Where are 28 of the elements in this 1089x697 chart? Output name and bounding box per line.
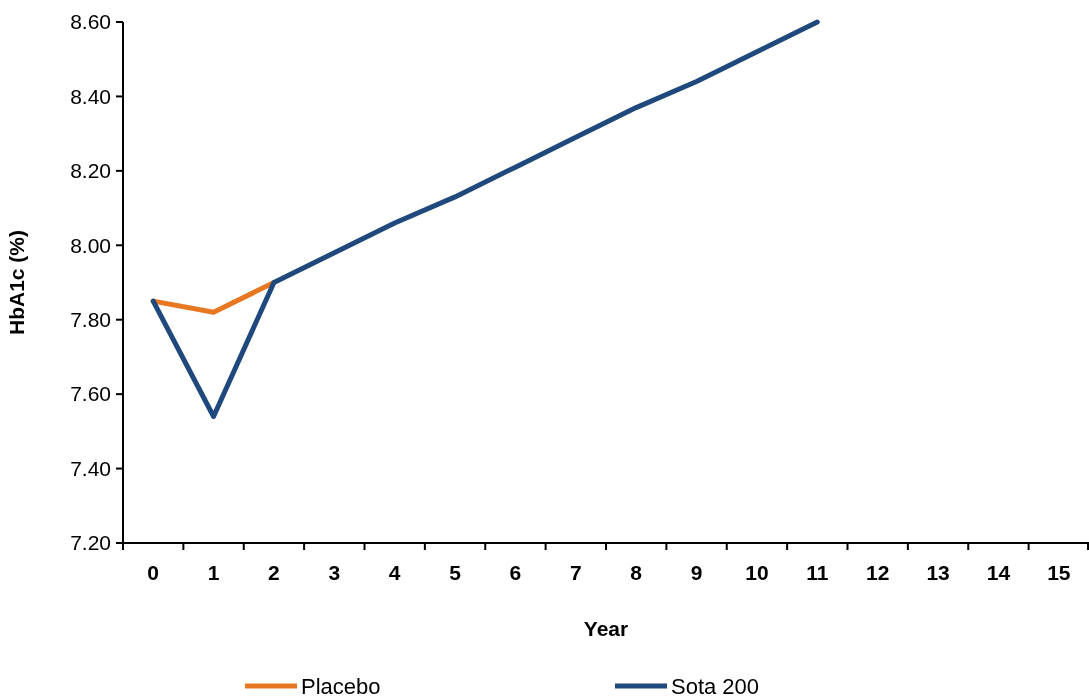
x-tick-label: 10 bbox=[745, 561, 769, 584]
x-tick-label: 5 bbox=[449, 561, 462, 584]
x-tick-label: 8 bbox=[630, 561, 643, 584]
x-tick-label: 14 bbox=[986, 561, 1011, 584]
y-tick-label: 8.40 bbox=[70, 84, 111, 108]
x-tick-label: 4 bbox=[388, 561, 401, 584]
y-tick-label: 8.60 bbox=[70, 10, 111, 34]
y-tick-label: 7.40 bbox=[70, 456, 111, 480]
x-tick-label: 9 bbox=[690, 561, 703, 584]
x-axis-title: Year bbox=[583, 617, 629, 640]
x-tick-label: 2 bbox=[268, 561, 280, 584]
x-tick-label: 7 bbox=[569, 561, 582, 584]
x-tick-label: 15 bbox=[1047, 561, 1071, 584]
y-axis-title: HbA1c (%) bbox=[5, 229, 28, 336]
x-tick-label: 3 bbox=[328, 561, 341, 584]
y-tick-label: 8.20 bbox=[70, 159, 111, 183]
x-tick-label: 13 bbox=[926, 561, 950, 584]
y-tick-label: 8.00 bbox=[70, 233, 111, 257]
x-tick-label: 0 bbox=[147, 561, 160, 584]
y-tick-label: 7.80 bbox=[70, 308, 111, 332]
x-tick-label: 6 bbox=[509, 561, 522, 584]
y-tick-label: 7.60 bbox=[70, 382, 111, 406]
x-tick-label: 12 bbox=[866, 561, 890, 584]
x-tick-label: 1 bbox=[207, 561, 220, 584]
x-tick-label: 11 bbox=[806, 561, 829, 584]
legend-label: Placebo bbox=[301, 673, 381, 697]
y-tick-label: 7.20 bbox=[70, 531, 111, 555]
legend-label: Sota 200 bbox=[671, 673, 760, 697]
